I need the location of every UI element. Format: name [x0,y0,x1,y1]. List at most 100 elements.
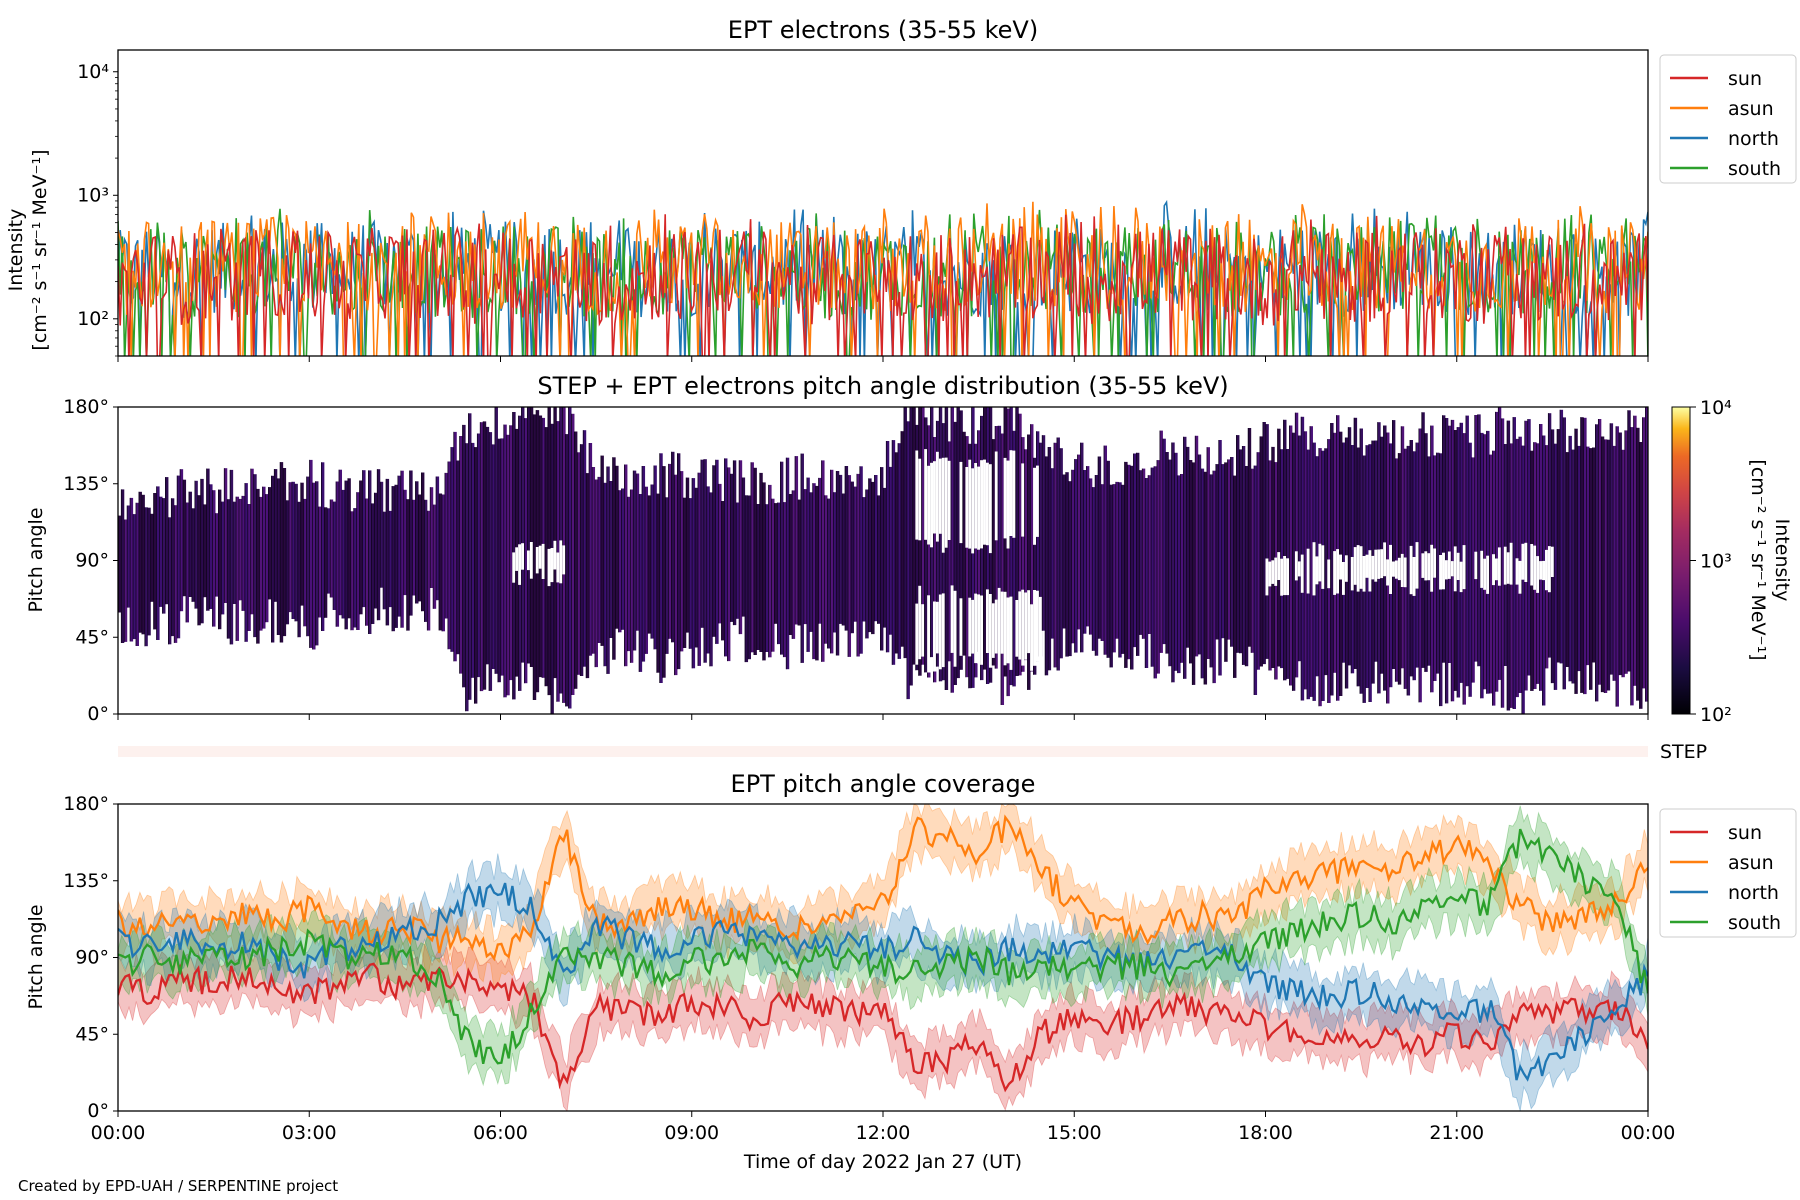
pad-cell-edge [1442,415,1443,663]
pad-cell [118,515,122,613]
pad-cell-edge [891,440,893,665]
pad-cell [329,499,334,598]
pad-cell-edge [385,478,387,626]
pad-cell-edge [1083,470,1084,634]
pad-cell-edge [671,451,672,643]
pad-cell-edge [1177,475,1178,674]
pad-cell [1283,419,1287,681]
pad-cell-edge [206,468,207,611]
pad-cell [753,467,757,655]
pad-gap [1300,554,1305,593]
pad-cell-edge [777,502,778,645]
pad-cell [312,482,316,650]
pad-gap [1542,560,1546,581]
pad-cell [1033,457,1037,675]
pad-cell [1612,445,1617,681]
pad-cell [888,466,893,635]
pad-gap [1415,542,1419,589]
pad-cell [368,470,372,634]
pad-cell [985,407,990,684]
pad-cell-edge [468,413,469,700]
pad-cell [1053,442,1057,668]
pad-gap [1368,550,1372,592]
pad-cell-edge [859,466,861,654]
pad-cell [409,470,413,616]
pad-cell [418,494,422,602]
pad-cell-edge [909,407,911,686]
pad-cell-edge [1218,440,1220,676]
pad-gap [1036,465,1040,537]
pad-cell [497,438,501,683]
coverage-legend-label-north: north [1728,882,1779,904]
pad-cell [1050,468,1055,639]
pad-cell-edge [868,478,869,633]
pad-cell [1580,417,1584,693]
pad-cell [921,407,925,665]
pad-cell-edge [474,447,475,704]
pad-cell-edge [727,467,728,662]
pad-cell-edge [244,483,246,642]
pad-cell-edge [812,483,814,660]
pad-cell-edge [203,504,205,598]
pad-cell-edge [944,407,946,690]
pad-cell-edge [1353,417,1355,669]
pad-cell [1468,442,1472,697]
pad-cell-edge [1283,419,1284,681]
pad-cell [468,413,472,700]
pad-gap [1409,545,1414,595]
pad-cell-edge [1006,408,1008,697]
pad-gap [933,601,937,672]
pad-cell [1177,475,1181,674]
pad-cell [794,456,799,625]
pad-cell [129,497,134,642]
pad-cell-edge [803,489,805,625]
pad-cell [1297,435,1302,662]
pad-cell [865,489,869,639]
pad-cell [1189,460,1193,664]
pad-cell-edge [1144,478,1146,668]
pad-cell [1215,464,1219,640]
pad-cell [494,407,498,674]
pad-cell-edge [1100,484,1102,641]
pad-cell [1459,422,1464,683]
pad-cell [141,494,145,635]
pad-cell [1583,417,1587,695]
pad-cell-edge [1212,470,1214,684]
pad-cell [365,498,369,626]
pad-cell [206,468,210,611]
pad-gap [1392,561,1396,577]
pad-cell-edge [1136,452,1137,656]
pad-cell-edge [479,422,481,692]
pad-gap [968,459,972,549]
pad-cell [856,473,860,657]
pad-gap [515,547,519,571]
pad-gap [985,589,990,653]
pad-cell [1562,417,1567,690]
colorbar-tick-label: 10⁴ [1700,397,1732,419]
pad-cell-edge [424,499,425,622]
pad-cell [1627,410,1631,672]
pad-cell-edge [730,473,731,622]
pad-cell [265,494,269,623]
pad-cell-edge [606,466,608,674]
pad-cell-edge [1568,435,1570,682]
pad-cell-edge [1236,435,1237,653]
coverage-legend-label-sun: sun [1728,822,1762,844]
pad-cell [577,452,581,675]
pad-cell-edge [1221,464,1223,639]
pad-cell-edge [1553,443,1555,690]
pad-cell-edge [1027,434,1028,690]
pad-cell [1592,447,1596,663]
pad-cell [1392,420,1396,669]
pad-cell-edge [615,465,616,629]
pad-cell-edge [397,475,399,617]
pad-cell-edge [1018,413,1020,676]
pad-gap [1038,596,1043,667]
pad-cell [1565,452,1569,667]
pad-cell-edge [309,459,310,648]
pad-cell-edge [1250,468,1252,653]
pad-cell-edge [1091,487,1093,651]
pad-gap [1321,545,1325,589]
pad-cell-edge [830,469,831,654]
pad-cell [521,407,525,663]
